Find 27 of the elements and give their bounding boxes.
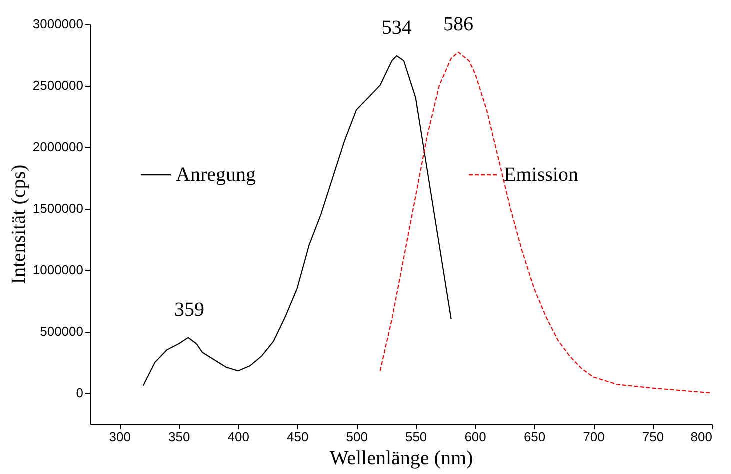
y-tick-label: 3000000 [32, 16, 84, 32]
x-tick-label: 550 [405, 430, 428, 444]
y-tick-label: 2500000 [32, 78, 84, 94]
y-tick-label: 500000 [40, 324, 84, 340]
x-tick-label: 350 [168, 430, 190, 444]
x-tick-label: 750 [642, 430, 664, 444]
y-tick-label: 1000000 [32, 262, 84, 278]
legend-label: Emission [504, 164, 578, 186]
legend-label: Anregung [176, 164, 256, 186]
line-series [142, 55, 452, 386]
x-tick-label: 400 [228, 430, 250, 444]
x-tick-label: 500 [346, 430, 368, 444]
y-tick-label: 0 [76, 386, 84, 401]
y-tick-label: 1500000 [32, 201, 84, 216]
x-tick-label: 700 [583, 430, 605, 444]
x-axis-title: Wellenlänge (nm) [330, 448, 474, 470]
x-tick-label: 300 [109, 430, 131, 444]
annotation: 586 [443, 13, 474, 36]
line-series [380, 52, 713, 394]
x-tick-label: 600 [464, 430, 486, 444]
y-axis-title: Intensität (cps) [8, 164, 30, 284]
x-tick-label: 800 [690, 430, 712, 444]
x-tick-label: 650 [524, 430, 546, 444]
y-tick-label: 2000000 [32, 140, 84, 155]
annotation: 359 [174, 298, 205, 321]
annotation: 534 [382, 17, 412, 39]
x-tick-label: 450 [286, 430, 309, 444]
